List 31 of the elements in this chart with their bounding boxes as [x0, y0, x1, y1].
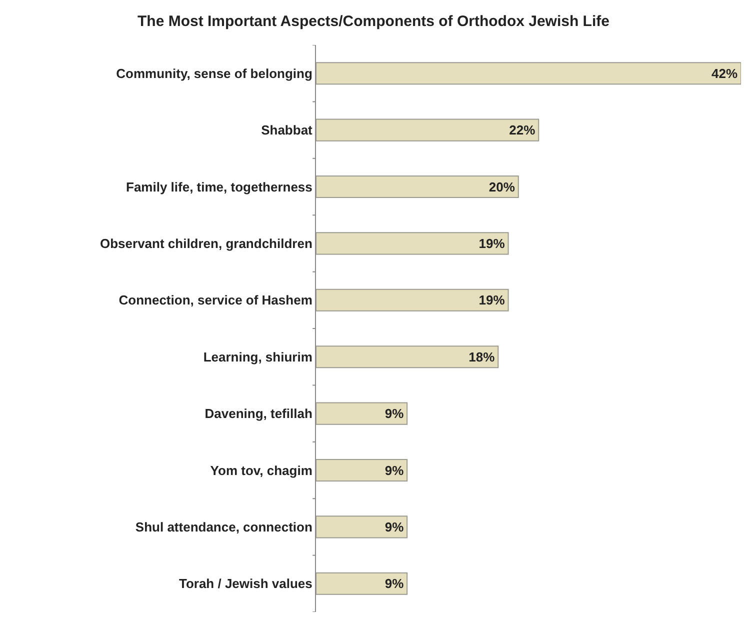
data-label: 19%: [478, 292, 506, 308]
y-tick-label: Yom tov, chagim: [210, 462, 312, 478]
bar: [316, 62, 741, 85]
bar: [316, 232, 509, 255]
y-tick-label: Connection, service of Hashem: [118, 292, 312, 308]
y-tick-label: Davening, tefillah: [204, 406, 312, 422]
y-tick-label: Community, sense of belonging: [116, 66, 312, 81]
data-label: 19%: [478, 236, 506, 251]
data-label: 9%: [384, 406, 404, 422]
bar: [316, 516, 408, 538]
data-label: 9%: [384, 519, 404, 534]
bar: [316, 402, 408, 425]
bar: [316, 288, 509, 312]
bar: [316, 346, 499, 368]
data-label: 9%: [384, 462, 404, 478]
y-tick-label: Observant children, grandchildren: [100, 236, 312, 251]
bar: [316, 458, 408, 482]
data-label: 9%: [384, 576, 404, 592]
bar: [316, 118, 540, 142]
y-tick-label: Torah / Jewish values: [178, 576, 312, 592]
y-tick-label: Shul attendance, connection: [135, 520, 312, 534]
bar: [316, 572, 408, 595]
bar: [316, 175, 519, 198]
data-label: 18%: [468, 349, 496, 364]
y-tick-label: Learning, shiurim: [203, 349, 312, 364]
data-label: 42%: [712, 66, 738, 81]
y-tick-label: Shabbat: [261, 122, 314, 138]
data-label: 20%: [488, 179, 516, 194]
chart-title: The Most Important Aspects/Components of Orthodox Jewish Life: [138, 13, 610, 30]
y-tick-label: Family life, time, togetherness: [126, 179, 312, 194]
data-label: 22%: [509, 122, 536, 138]
